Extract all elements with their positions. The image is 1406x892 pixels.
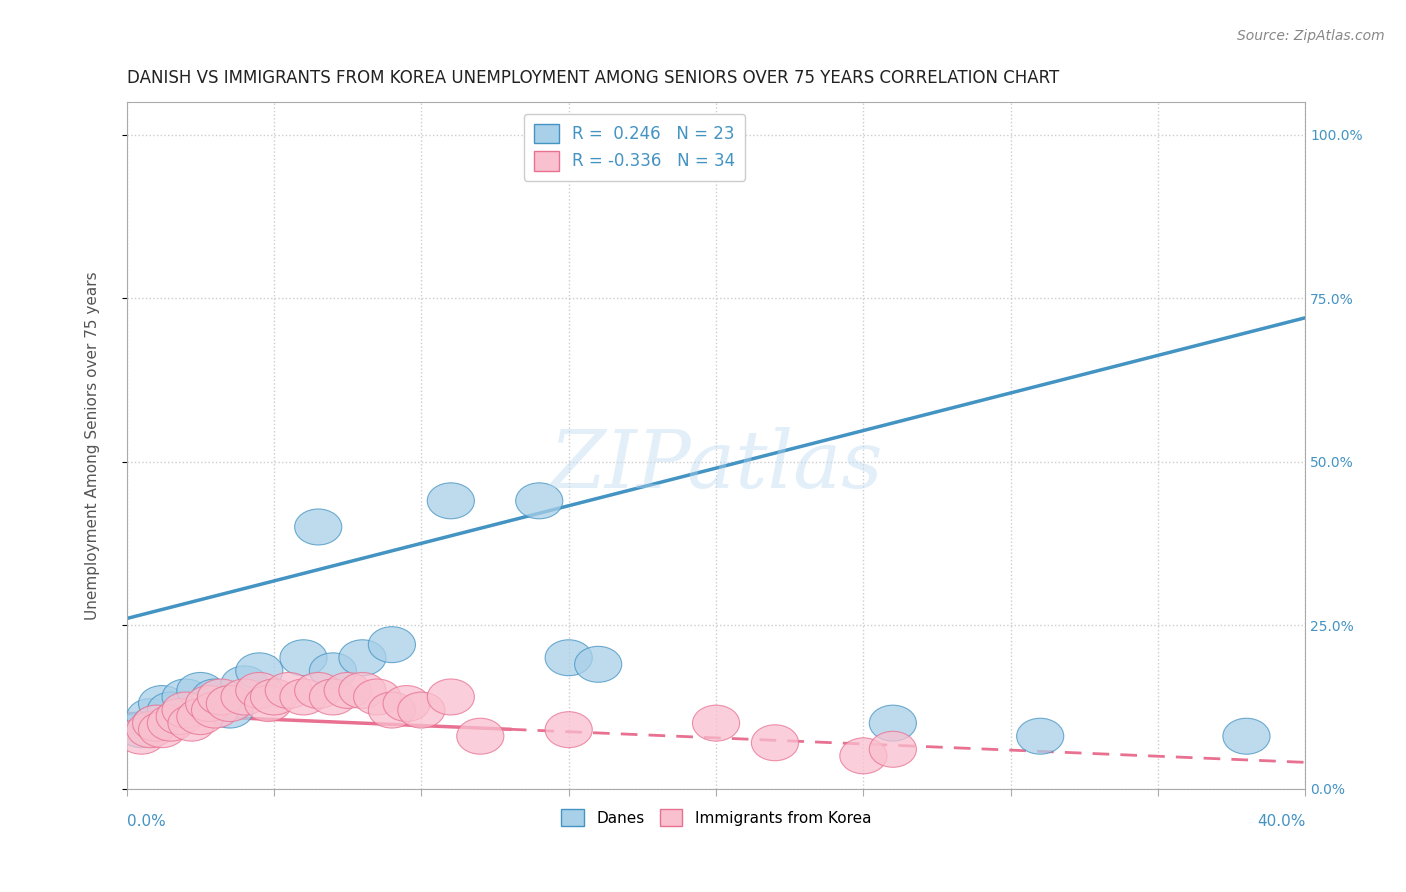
Legend: Danes, Immigrants from Korea: Danes, Immigrants from Korea bbox=[555, 803, 877, 832]
Ellipse shape bbox=[148, 692, 194, 728]
Ellipse shape bbox=[197, 679, 245, 715]
Ellipse shape bbox=[191, 679, 239, 715]
Ellipse shape bbox=[221, 679, 269, 715]
Ellipse shape bbox=[398, 692, 444, 728]
Ellipse shape bbox=[546, 712, 592, 747]
Ellipse shape bbox=[295, 673, 342, 708]
Ellipse shape bbox=[869, 731, 917, 767]
Ellipse shape bbox=[309, 679, 357, 715]
Ellipse shape bbox=[382, 686, 430, 722]
Ellipse shape bbox=[339, 640, 387, 676]
Ellipse shape bbox=[339, 673, 387, 708]
Ellipse shape bbox=[1223, 718, 1270, 755]
Text: Source: ZipAtlas.com: Source: ZipAtlas.com bbox=[1237, 29, 1385, 43]
Ellipse shape bbox=[156, 698, 204, 735]
Ellipse shape bbox=[177, 698, 224, 735]
Ellipse shape bbox=[236, 673, 283, 708]
Ellipse shape bbox=[575, 647, 621, 682]
Ellipse shape bbox=[839, 738, 887, 774]
Ellipse shape bbox=[162, 679, 209, 715]
Ellipse shape bbox=[295, 509, 342, 545]
Ellipse shape bbox=[191, 692, 239, 728]
Ellipse shape bbox=[266, 673, 312, 708]
Ellipse shape bbox=[132, 706, 180, 741]
Ellipse shape bbox=[138, 712, 186, 747]
Ellipse shape bbox=[546, 640, 592, 676]
Ellipse shape bbox=[516, 483, 562, 519]
Ellipse shape bbox=[309, 653, 357, 689]
Ellipse shape bbox=[236, 653, 283, 689]
Ellipse shape bbox=[693, 706, 740, 741]
Ellipse shape bbox=[177, 673, 224, 708]
Ellipse shape bbox=[280, 640, 328, 676]
Ellipse shape bbox=[186, 686, 233, 722]
Ellipse shape bbox=[127, 698, 174, 735]
Ellipse shape bbox=[427, 679, 474, 715]
Text: ZIPatlas: ZIPatlas bbox=[550, 427, 883, 505]
Ellipse shape bbox=[162, 692, 209, 728]
Ellipse shape bbox=[118, 718, 165, 755]
Ellipse shape bbox=[368, 627, 415, 663]
Ellipse shape bbox=[353, 679, 401, 715]
Ellipse shape bbox=[457, 718, 503, 755]
Ellipse shape bbox=[751, 725, 799, 761]
Ellipse shape bbox=[1017, 718, 1064, 755]
Ellipse shape bbox=[869, 706, 917, 741]
Ellipse shape bbox=[280, 679, 328, 715]
Text: 40.0%: 40.0% bbox=[1257, 814, 1305, 830]
Ellipse shape bbox=[132, 706, 180, 741]
Text: 0.0%: 0.0% bbox=[127, 814, 166, 830]
Text: DANISH VS IMMIGRANTS FROM KOREA UNEMPLOYMENT AMONG SENIORS OVER 75 YEARS CORRELA: DANISH VS IMMIGRANTS FROM KOREA UNEMPLOY… bbox=[127, 69, 1059, 87]
Ellipse shape bbox=[221, 666, 269, 702]
Ellipse shape bbox=[250, 679, 298, 715]
Y-axis label: Unemployment Among Seniors over 75 years: Unemployment Among Seniors over 75 years bbox=[86, 271, 100, 620]
Ellipse shape bbox=[118, 712, 165, 747]
Ellipse shape bbox=[148, 706, 194, 741]
Ellipse shape bbox=[207, 692, 253, 728]
Ellipse shape bbox=[127, 712, 174, 747]
Ellipse shape bbox=[207, 686, 253, 722]
Ellipse shape bbox=[325, 673, 371, 708]
Ellipse shape bbox=[245, 686, 291, 722]
Ellipse shape bbox=[368, 692, 415, 728]
Ellipse shape bbox=[167, 706, 215, 741]
Ellipse shape bbox=[427, 483, 474, 519]
Ellipse shape bbox=[138, 686, 186, 722]
